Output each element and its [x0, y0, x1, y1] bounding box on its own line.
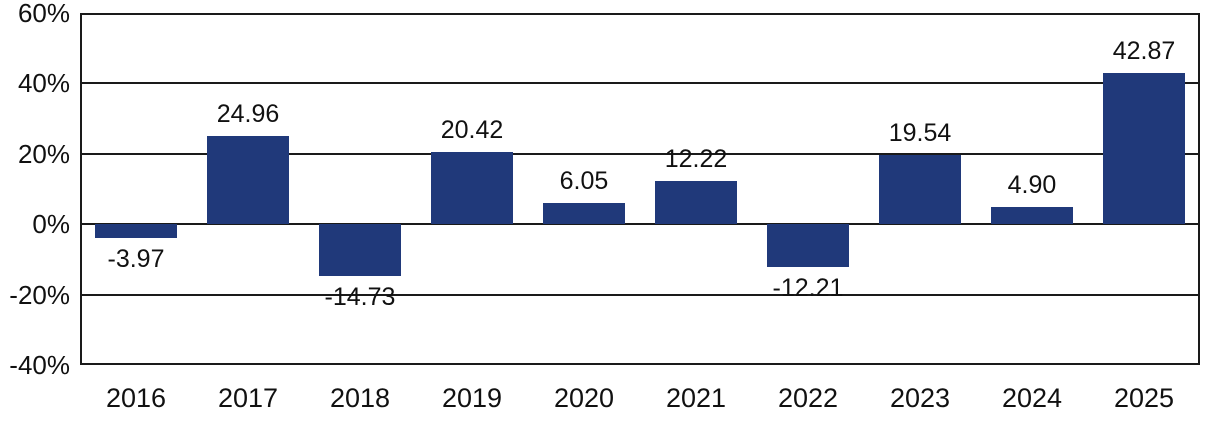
y-axis-tick-label: 0%: [32, 209, 70, 240]
x-axis-tick-label: 2017: [217, 383, 279, 413]
gridline: [80, 223, 1200, 226]
bar-value-label: -3.97: [107, 245, 165, 274]
x-axis-tick-label: 2021: [665, 383, 727, 413]
x-axis-tick-label: 2018: [329, 383, 391, 413]
y-axis-tick-label: 60%: [17, 0, 70, 28]
gridline: [80, 82, 1200, 85]
bar: [431, 152, 513, 225]
bar: [543, 202, 625, 225]
bar: [95, 224, 177, 239]
bar-value-label: -12.21: [772, 274, 844, 303]
gridline: [80, 293, 1200, 296]
x-axis-tick-label: 2024: [1001, 383, 1063, 413]
bar-value-label: 24.96: [216, 100, 280, 129]
bar-value-label: 12.22: [664, 145, 728, 174]
x-axis-tick-label: 2016: [105, 383, 167, 413]
x-axis-tick-label: 2020: [553, 383, 615, 413]
bar-value-label: 20.42: [440, 116, 504, 145]
y-axis-tick-label: -40%: [9, 350, 70, 380]
bar: [655, 181, 737, 225]
bar-value-label: 19.54: [888, 119, 952, 148]
x-axis-tick-label: 2022: [777, 383, 839, 413]
bar: [207, 136, 289, 225]
bar: [1103, 73, 1185, 225]
bar-value-label: 42.87: [1112, 37, 1176, 66]
y-axis-tick-label: 40%: [17, 68, 70, 99]
x-axis-tick-label: 2019: [441, 383, 503, 413]
gridline: [80, 152, 1200, 155]
bar: [991, 206, 1073, 225]
bar: [767, 224, 849, 268]
x-axis-tick-label: 2023: [889, 383, 951, 413]
bar-value-label: 6.05: [559, 166, 609, 195]
x-axis-tick-label: 2025: [1113, 383, 1175, 413]
bar-value-label: 4.90: [1007, 170, 1057, 199]
bar: [319, 224, 401, 277]
bar-value-label: -14.73: [324, 283, 396, 312]
bar: [879, 155, 961, 225]
y-axis-tick-label: 20%: [17, 138, 70, 169]
y-axis-tick-label: -20%: [9, 279, 70, 310]
